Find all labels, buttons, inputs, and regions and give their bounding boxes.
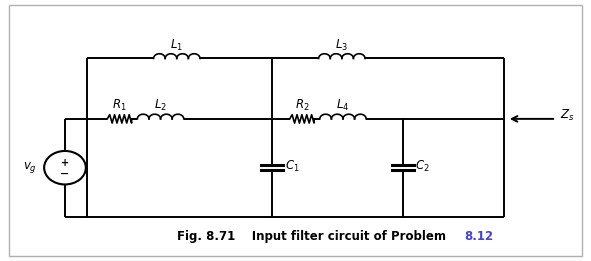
Text: $C_1$: $C_1$ (285, 159, 300, 174)
FancyBboxPatch shape (9, 5, 582, 256)
Text: Fig. 8.71    Input filter circuit of Problem: Fig. 8.71 Input filter circuit of Proble… (177, 230, 450, 243)
Text: $Z_s$: $Z_s$ (560, 108, 574, 123)
Text: $L_4$: $L_4$ (336, 98, 350, 113)
Text: +: + (61, 158, 69, 168)
Text: $L_3$: $L_3$ (335, 38, 348, 53)
Text: $L_1$: $L_1$ (170, 38, 183, 53)
Text: $C_2$: $C_2$ (415, 159, 430, 174)
Text: $R_1$: $R_1$ (112, 98, 126, 113)
Text: $R_2$: $R_2$ (294, 98, 309, 113)
Text: $v_g$: $v_g$ (23, 160, 37, 175)
Text: 8.12: 8.12 (464, 230, 493, 243)
Text: −: − (60, 169, 70, 179)
Text: $L_2$: $L_2$ (154, 98, 167, 113)
